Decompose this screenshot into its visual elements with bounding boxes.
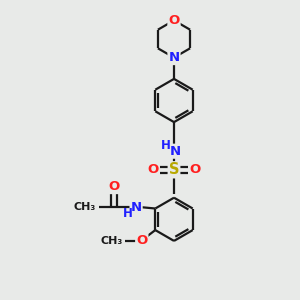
Text: N: N	[168, 51, 180, 64]
Text: O: O	[109, 180, 120, 193]
Text: N: N	[130, 200, 142, 214]
Text: H: H	[123, 206, 133, 220]
Text: O: O	[168, 14, 180, 27]
Text: N: N	[170, 145, 181, 158]
Text: H: H	[161, 139, 170, 152]
Text: O: O	[189, 163, 201, 176]
Text: CH₃: CH₃	[101, 236, 123, 246]
Text: S: S	[169, 162, 179, 177]
Text: CH₃: CH₃	[74, 202, 96, 212]
Text: O: O	[147, 163, 159, 176]
Text: O: O	[136, 234, 147, 247]
